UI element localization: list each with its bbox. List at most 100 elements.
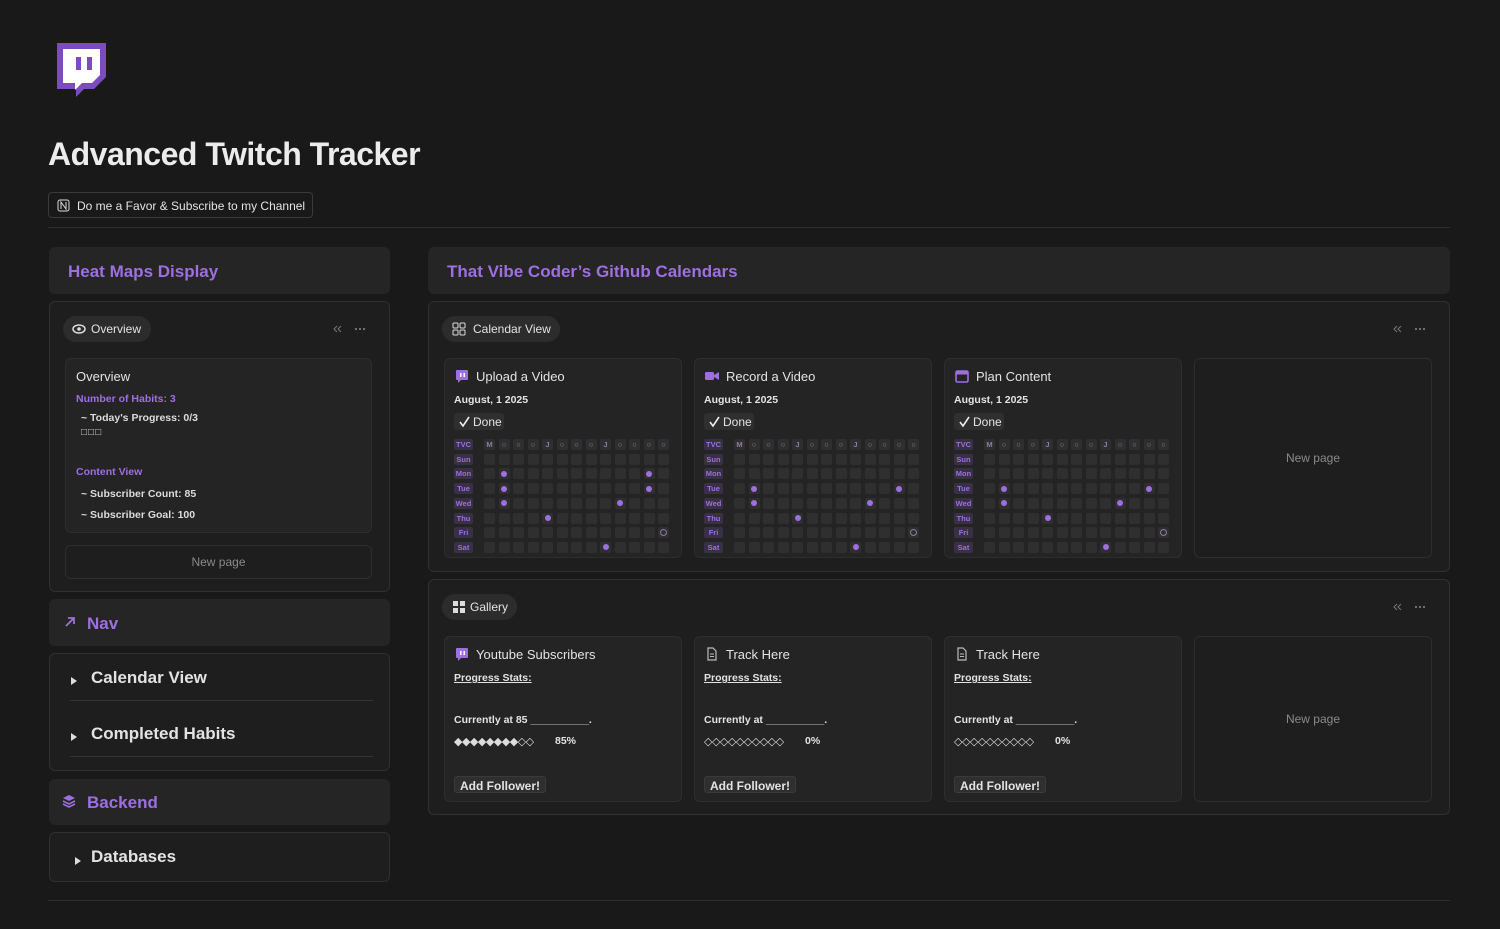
- heatmap-cell: [850, 512, 861, 524]
- heatmap-cell: [792, 468, 803, 480]
- heatmap-cell: [835, 468, 847, 480]
- heatmap-cell: [1158, 468, 1169, 480]
- section-header: Nav: [49, 599, 390, 646]
- heatmap-cell: [748, 512, 760, 524]
- divider: [48, 227, 1450, 228]
- stats-label: Progress Stats:: [454, 672, 532, 684]
- heatmap-cell: [484, 512, 495, 524]
- heatmap-day-label: Mon: [454, 468, 473, 480]
- heatmap-cell: [1100, 453, 1111, 465]
- heatmap-cell: [658, 512, 669, 524]
- heatmap-cell: [629, 527, 640, 539]
- heatmap-cell: [542, 468, 553, 480]
- heatmap-cell: [1158, 497, 1169, 509]
- card-title: Upload a Video: [476, 369, 565, 384]
- subscribe-text: Do me a Favor & Subscribe to my Channel: [77, 199, 306, 213]
- heatmap-col-label: ○: [658, 439, 669, 450]
- heatmap-cell: [484, 483, 495, 495]
- card-icon: [455, 647, 469, 661]
- heatmap-col-label: J: [792, 439, 803, 450]
- more-icon: [353, 322, 367, 336]
- heatmap-day-label: Fri: [454, 527, 473, 539]
- view-tab[interactable]: Overview: [63, 316, 151, 342]
- heatmap-cell: [734, 512, 745, 524]
- toggle[interactable]: Calendar View: [70, 667, 373, 701]
- card-title: Plan Content: [976, 369, 1052, 384]
- calendar-card[interactable]: Plan Content August, 1 2025 Done TVC M ○ ○ ○ J ○ ○…: [944, 358, 1182, 558]
- overview-line: ~ Subscriber Count: 85: [81, 488, 197, 500]
- notion-icon: [57, 199, 70, 212]
- heatmap-dot: [617, 500, 623, 507]
- heatmap-cell: [1027, 483, 1039, 495]
- view-tab[interactable]: Gallery: [442, 594, 517, 620]
- heatmap-cell: [734, 497, 745, 509]
- heatmap-cell: [763, 512, 774, 524]
- heatmap-cell: [835, 497, 847, 509]
- heatmap-ring: [660, 529, 667, 537]
- add-follower-button[interactable]: Add Follower!: [954, 776, 1046, 793]
- toggle[interactable]: Completed Habits: [70, 723, 373, 757]
- dots: [1415, 328, 1425, 330]
- heatmap-dot: [751, 500, 757, 507]
- gallery-card[interactable]: Track Here Progress Stats: Currently at __…: [944, 636, 1182, 802]
- overview-line: ~ Today's Progress: 0/3: [81, 412, 198, 424]
- heatmap-col-label: J: [542, 439, 553, 450]
- calendar-card[interactable]: Upload a Video August, 1 2025 Done TVC M ○ ○ ○ J…: [444, 358, 682, 558]
- heatmap-cell: [748, 527, 760, 539]
- heatmap-cell: [893, 453, 905, 465]
- heatmap-cell: [1143, 468, 1155, 480]
- heatmap-cell: [984, 497, 995, 509]
- heatmap-cell: [542, 453, 553, 465]
- heatmap-cell: [614, 512, 626, 524]
- heatmap-cell: [629, 483, 640, 495]
- heatmap-cell: [1071, 512, 1082, 524]
- heatmap-cell: [879, 483, 890, 495]
- heatmap-cell: [1013, 512, 1024, 524]
- new-page[interactable]: New page: [1194, 636, 1432, 802]
- heatmap-col-label: ○: [1056, 439, 1068, 450]
- heatmap-cell: [1056, 483, 1068, 495]
- heatmap-cell: [908, 512, 919, 524]
- heatmap-corner: TVC: [704, 439, 723, 450]
- heatmap-col-label: ○: [879, 439, 890, 450]
- view-tab[interactable]: Calendar View: [442, 316, 560, 342]
- card-icon-svg: [707, 647, 717, 661]
- calendar-card[interactable]: Record a Video August, 1 2025 Done TVC M ○ ○ ○ J…: [694, 358, 932, 558]
- new-page[interactable]: New page: [1194, 358, 1432, 558]
- heatmap-cell: [908, 497, 919, 509]
- heatmap-corner: TVC: [954, 439, 973, 450]
- heatmap-cell: [1071, 453, 1082, 465]
- heatmap-col-label: ○: [571, 439, 582, 450]
- heatmap-cell: [1013, 483, 1024, 495]
- eye-icon-svg: [72, 324, 86, 334]
- gallery-card[interactable]: Track Here Progress Stats: Currently at __…: [694, 636, 932, 802]
- heatmap-day-label: Tue: [954, 483, 973, 495]
- heatmap-cell: [984, 468, 995, 480]
- overview-line: □□□: [81, 427, 103, 438]
- section-header: Heat Maps Display: [49, 247, 390, 294]
- heatmap-cell: [1085, 468, 1097, 480]
- heatmap-cell: [643, 512, 655, 524]
- add-follower-button[interactable]: Add Follower!: [454, 776, 546, 793]
- heatmap-cell: [527, 512, 539, 524]
- heatmap-cell: [1013, 541, 1024, 553]
- heatmap-col-label: ○: [893, 439, 905, 450]
- heatmap-cell: [984, 483, 995, 495]
- heatmap-col-label: J: [850, 439, 861, 450]
- heatmap-day-label: Sun: [704, 453, 723, 465]
- heatmap-cell: [1114, 527, 1126, 539]
- heatmap-cell: [513, 512, 524, 524]
- heatmap-cell: [821, 527, 832, 539]
- heatmap-cell: [484, 541, 495, 553]
- heatmap-cell: [1100, 483, 1111, 495]
- heatmap-cell: [806, 453, 818, 465]
- subscribe-button[interactable]: Do me a Favor & Subscribe to my Channel: [48, 192, 313, 218]
- gallery-card[interactable]: Youtube Subscribers Progress Stats: Curren…: [444, 636, 682, 802]
- new-page[interactable]: New page: [65, 545, 372, 579]
- backend-box[interactable]: Databases: [49, 832, 390, 882]
- heatmap-cell: [498, 541, 510, 553]
- heatmap-col-label: ○: [748, 439, 760, 450]
- heatmap-cell: [556, 453, 568, 465]
- stack-icon-svg: [62, 795, 76, 808]
- add-follower-button[interactable]: Add Follower!: [704, 776, 796, 793]
